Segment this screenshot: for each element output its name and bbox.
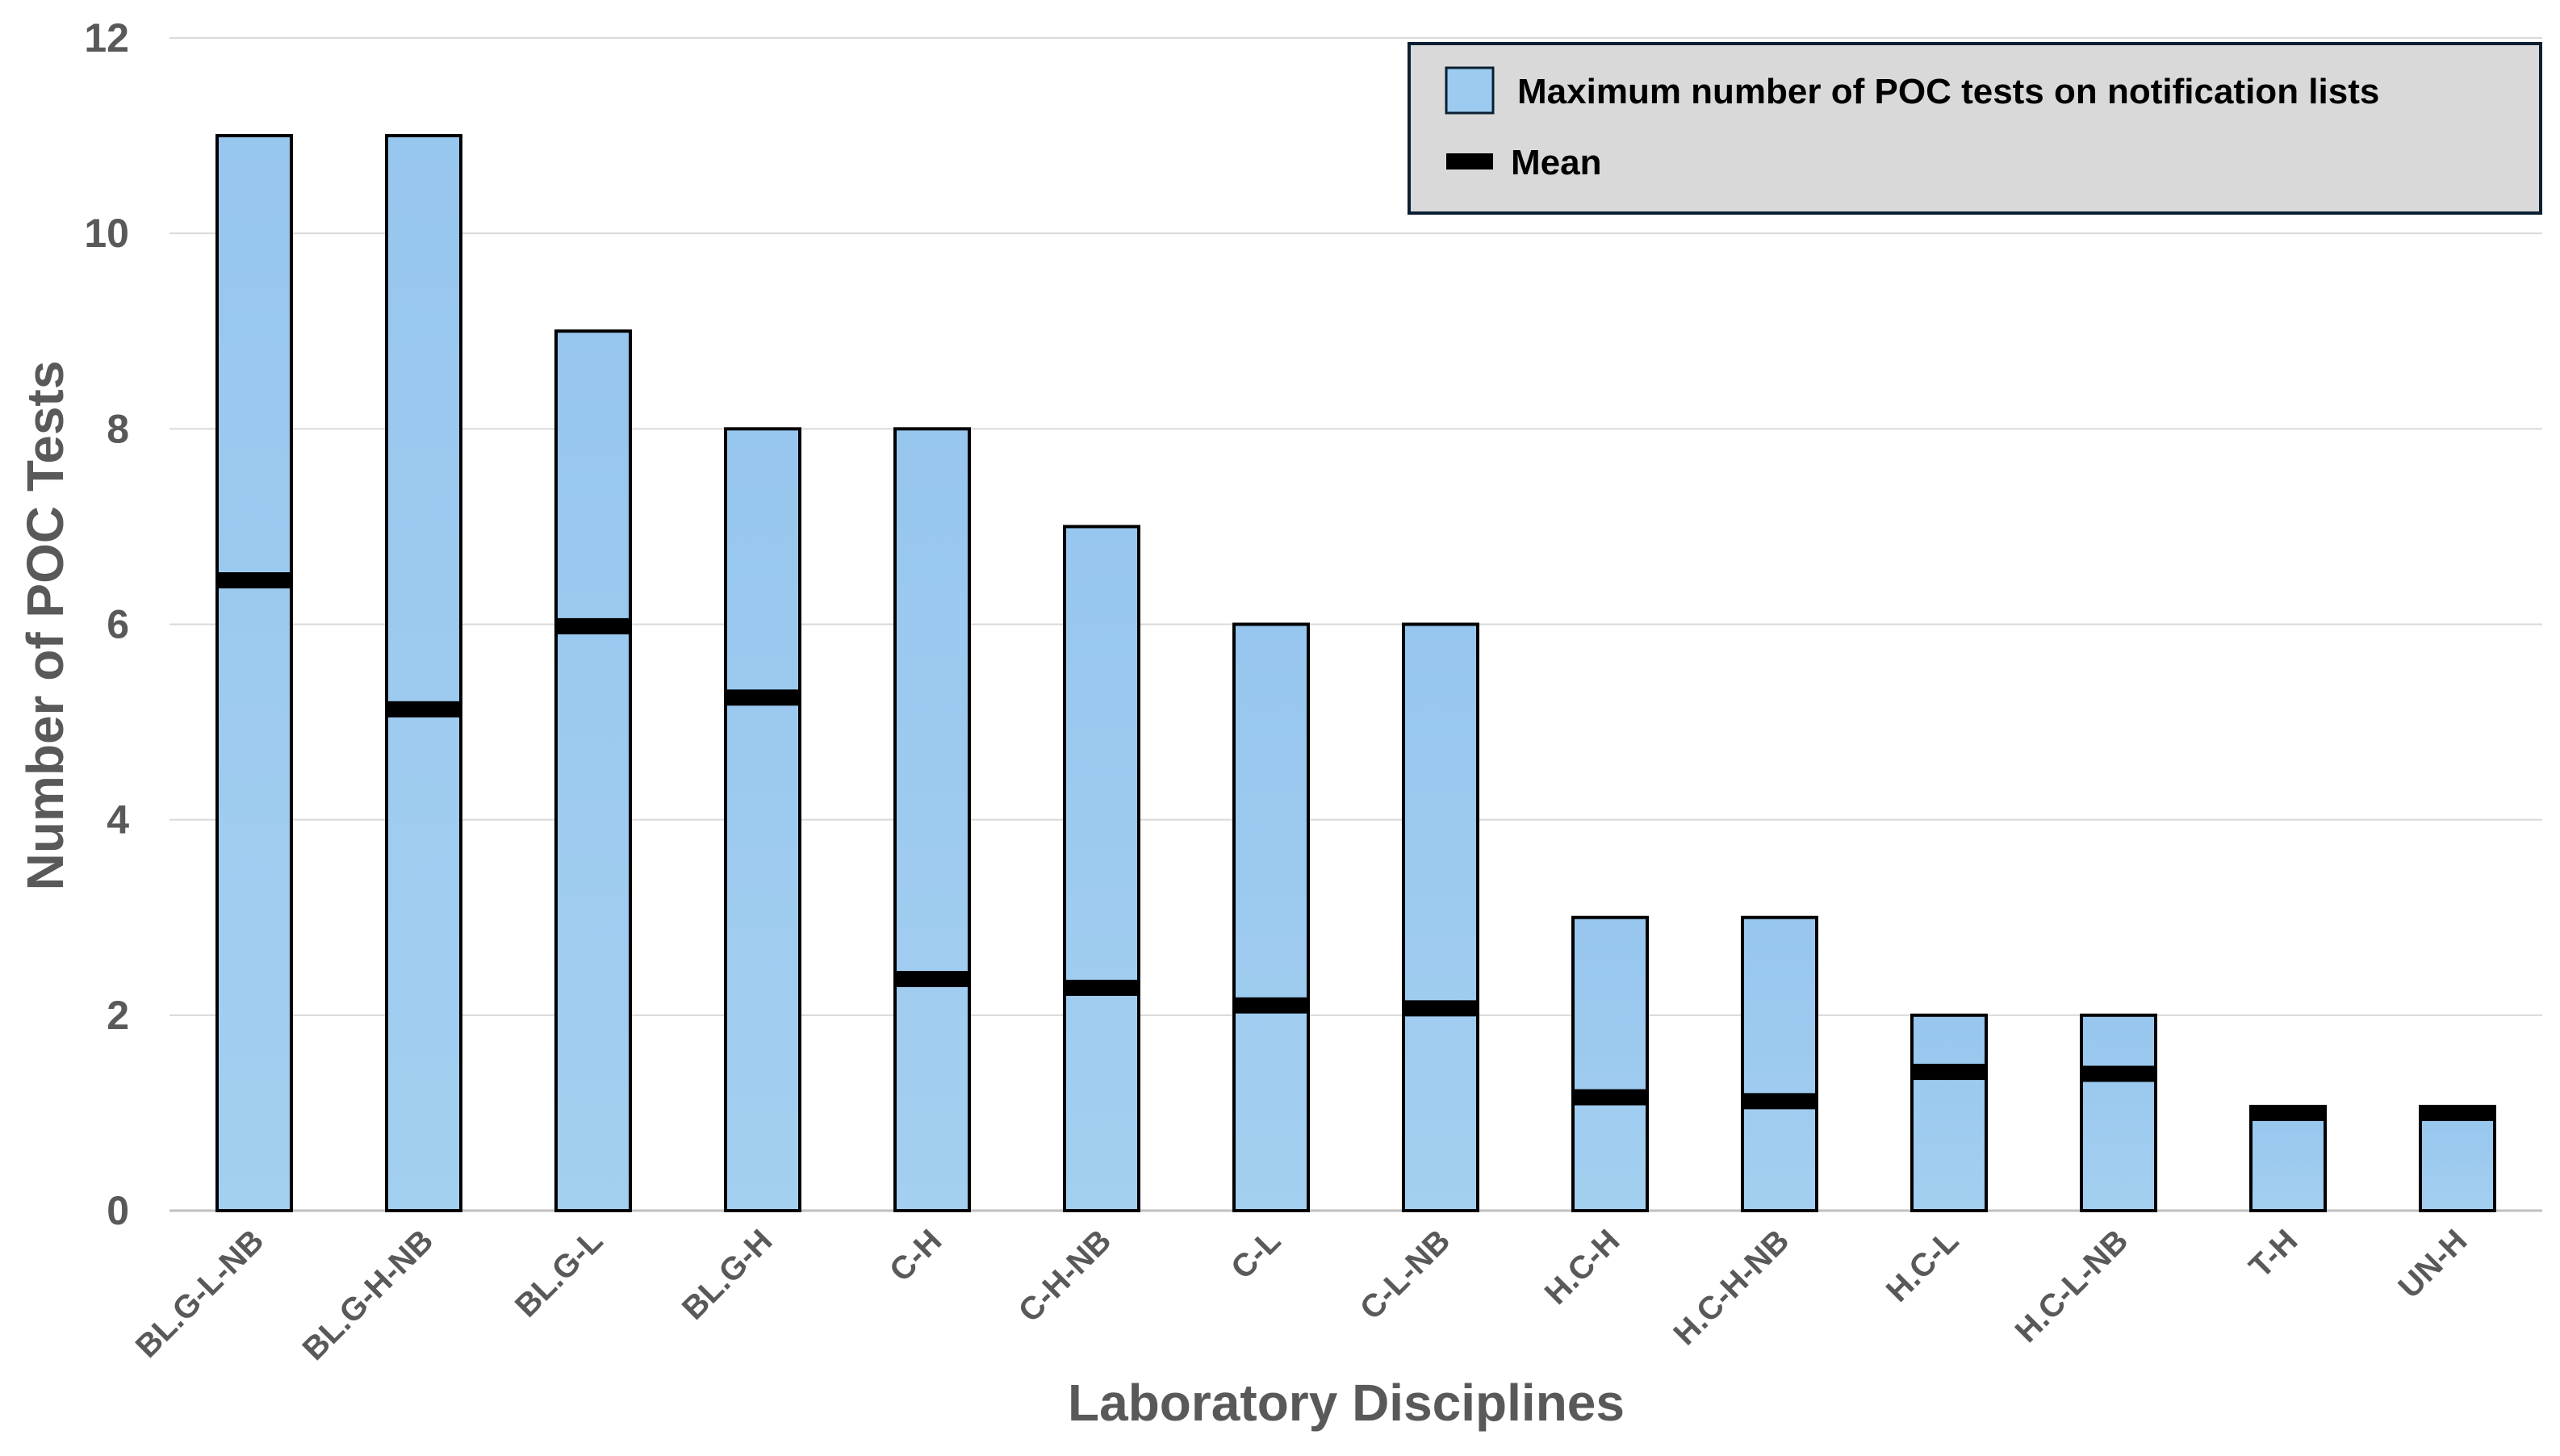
y-tick-label: 6 [107, 602, 129, 647]
x-tick-label: UN-H [2392, 1223, 2474, 1305]
bar [1571, 915, 1649, 1212]
y-tick-label: 4 [107, 797, 129, 843]
x-tick-label: C-L-NB [1353, 1223, 1458, 1327]
mean-marker [2249, 1104, 2327, 1121]
x-tick-label: H.C-L-NB [2009, 1223, 2135, 1349]
y-tick-label: 2 [107, 993, 129, 1038]
mean-marker [1402, 1000, 1479, 1017]
x-tick-label: H.C-H [1538, 1223, 1627, 1312]
x-tick-label: H.C-H-NB [1667, 1223, 1796, 1352]
legend-bar-swatch [1445, 66, 1495, 115]
bar [385, 134, 462, 1212]
x-tick-label: BL.G-L [508, 1223, 609, 1324]
x-tick-label: BL.G-L-NB [129, 1223, 271, 1365]
bar [1232, 622, 1310, 1212]
mean-marker [215, 572, 293, 589]
legend-mean-label: Mean [1511, 143, 1601, 182]
bar [893, 427, 971, 1212]
y-axis-title: Number of POC Tests [16, 361, 74, 891]
x-axis-title: Laboratory Disciplines [1068, 1374, 1625, 1432]
bar [554, 329, 632, 1212]
mean-marker [1910, 1064, 1988, 1081]
bar [2249, 1111, 2327, 1212]
bar [724, 427, 801, 1212]
x-tick-label: C-H-NB [1012, 1223, 1119, 1329]
mean-marker [1571, 1089, 1649, 1106]
y-tick-label: 10 [84, 211, 129, 256]
x-tick-label: T-H [2243, 1223, 2305, 1285]
mean-marker [1063, 979, 1140, 996]
bar [2080, 1013, 2157, 1213]
mean-marker [893, 971, 971, 988]
x-tick-label: C-H [883, 1223, 948, 1288]
x-tick-label: BL.G-H [676, 1223, 780, 1327]
mean-marker [1741, 1093, 1818, 1110]
bar [1063, 525, 1140, 1212]
mean-marker [1232, 997, 1310, 1014]
mean-marker [554, 617, 632, 634]
mean-marker [724, 689, 801, 706]
bar [1741, 915, 1818, 1212]
bar [215, 134, 293, 1212]
y-tick-label: 12 [84, 15, 129, 61]
bar [2419, 1111, 2496, 1212]
y-tick-label: 0 [107, 1188, 129, 1233]
legend-mean-swatch [1446, 153, 1493, 169]
legend-box [1408, 42, 2542, 215]
mean-marker [2080, 1065, 2157, 1082]
bars [215, 134, 2496, 1213]
x-tick-labels: BL.G-L-NB BL.G-H-NB BL.G-L BL.G-H C-H C-H-NB C… [129, 1223, 2474, 1367]
legend: Maximum number of POC tests on notificat… [1408, 42, 2542, 215]
mean-marker [2419, 1104, 2496, 1121]
x-tick-label: BL.G-H-NB [296, 1223, 441, 1367]
y-tick-labels: 0 2 4 6 8 10 12 [84, 15, 129, 1233]
y-tick-label: 8 [107, 406, 129, 451]
mean-markers [215, 572, 2496, 1121]
mean-marker [385, 701, 462, 718]
x-tick-label: C-L [1224, 1223, 1287, 1286]
x-tick-label: H.C-L [1880, 1223, 1966, 1309]
legend-bar-label: Maximum number of POC tests on notificat… [1517, 72, 2379, 111]
bar [1910, 1013, 1988, 1213]
bar [1402, 622, 1479, 1212]
